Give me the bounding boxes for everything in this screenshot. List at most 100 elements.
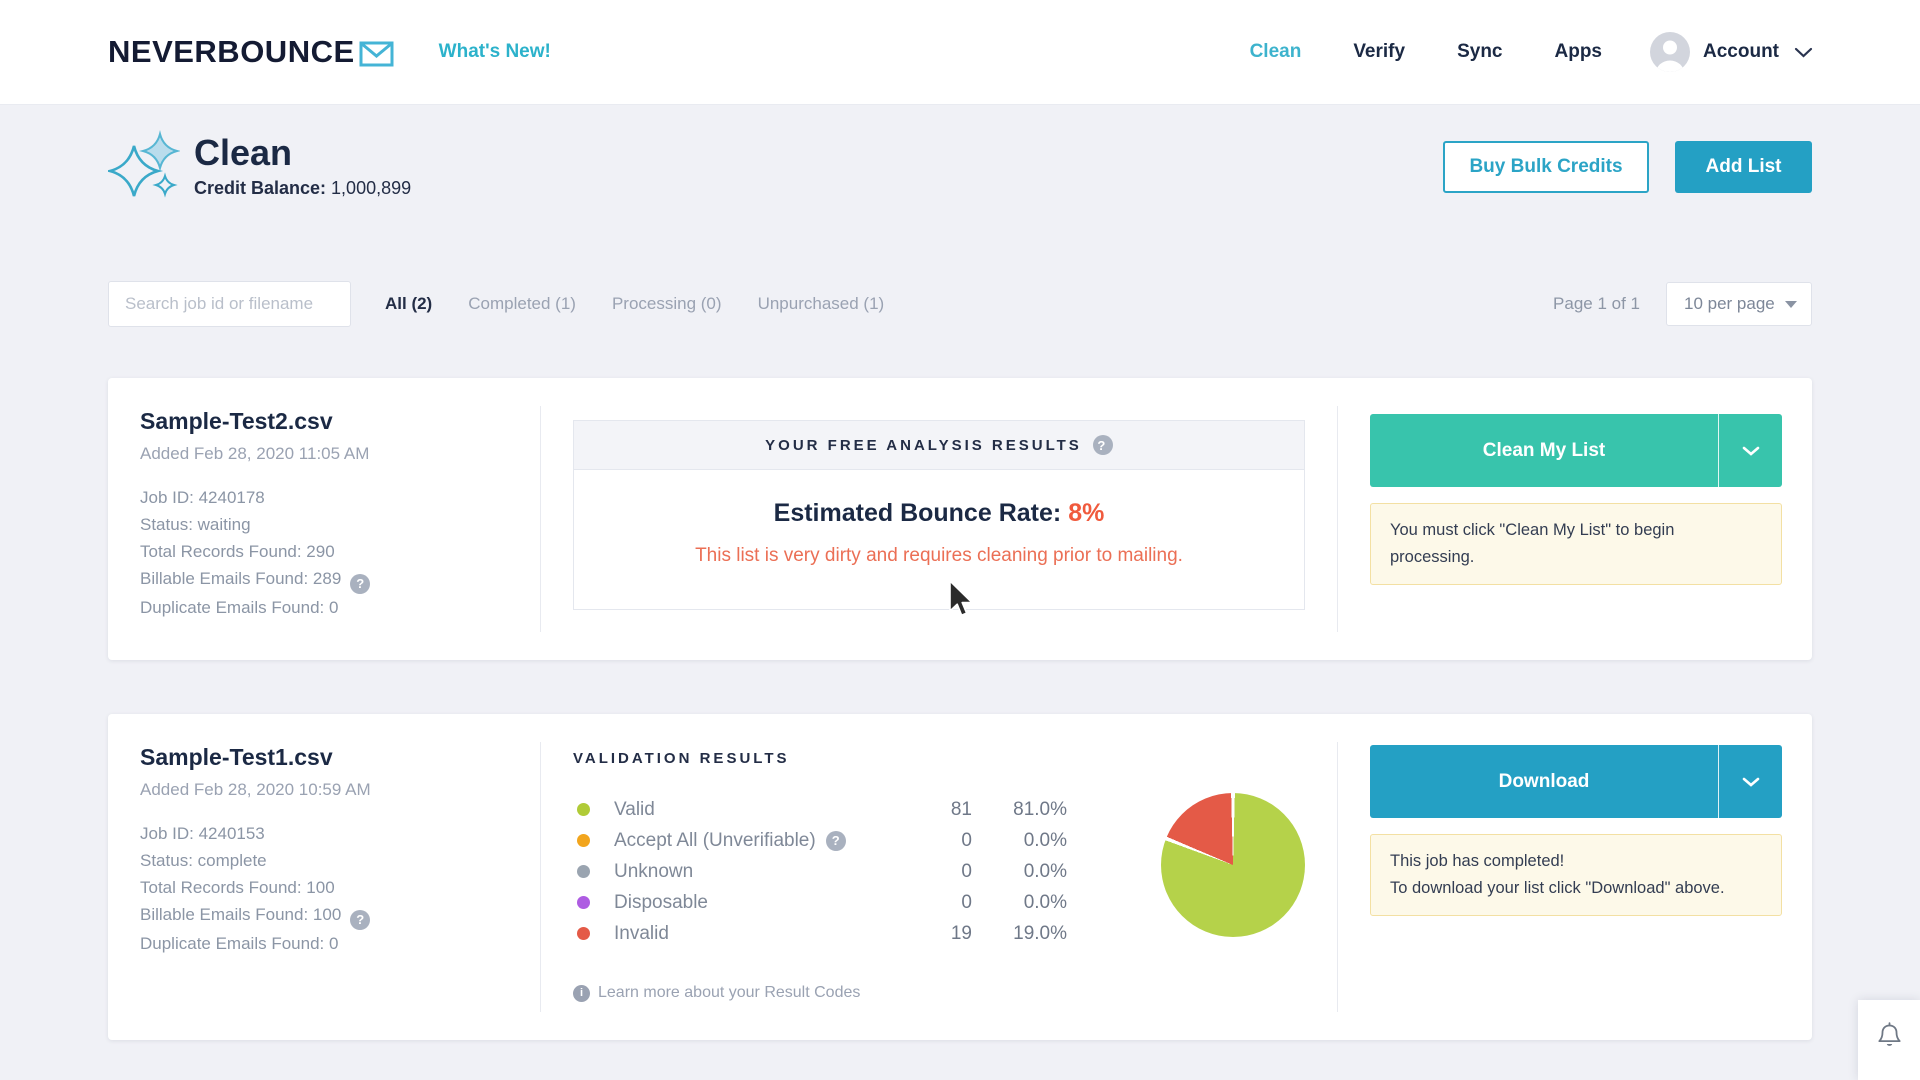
job-card-sample-test2: Sample-Test2.csv Added Feb 28, 2020 11:0… — [108, 378, 1812, 660]
bell-icon — [1876, 1022, 1903, 1080]
accept-all-dot-icon — [577, 834, 590, 847]
job-billable-emails: Billable Emails Found: 289? — [140, 565, 525, 594]
credit-balance: Credit Balance: 1,000,899 — [194, 178, 411, 199]
analysis-body: Estimated Bounce Rate: 8% This list is ve… — [574, 470, 1304, 567]
legend-count: 0 — [961, 860, 972, 882]
tab-all[interactable]: All (2) — [385, 294, 433, 313]
legend-label: Invalid — [614, 922, 669, 944]
help-icon[interactable]: ? — [1092, 435, 1113, 455]
neverbounce-logo[interactable]: NEVERBOUNCE — [108, 34, 395, 70]
bounce-rate-value: 8% — [1068, 499, 1105, 527]
job-note: You must click "Clean My List" to begin … — [1370, 503, 1782, 585]
analysis-header: YOUR FREE ANALYSIS RESULTS ? — [574, 421, 1304, 470]
job-status: Status: complete — [140, 851, 267, 870]
pie-chart — [1161, 793, 1305, 937]
job-note: This job has completed! To download your… — [1370, 834, 1782, 916]
status-tabs: All (2) Completed (1) Processing (0) Unp… — [385, 294, 884, 314]
search-input[interactable] — [108, 281, 351, 327]
note-line-1: This job has completed! — [1390, 852, 1565, 870]
divider — [540, 742, 541, 1012]
learn-more-text: Learn more about your Result Codes — [598, 984, 861, 1001]
legend-count: 19 — [950, 922, 972, 944]
divider — [1337, 406, 1338, 632]
credit-balance-value: 1,000,899 — [326, 178, 412, 199]
divider — [1337, 742, 1338, 1012]
sparkles-icon — [104, 128, 181, 205]
avatar — [1650, 32, 1690, 72]
page-title: Clean — [194, 131, 293, 173]
help-icon[interactable]: ? — [825, 830, 846, 851]
legend-row-accept-all: Accept All (Unverifiable)? 0 0.0% — [577, 825, 1067, 856]
logo-text: NEVERBOUNCE — [108, 34, 355, 69]
per-page-select[interactable]: 10 per page — [1666, 282, 1812, 326]
dirty-list-warning: This list is very dirty and requires cle… — [695, 545, 1183, 566]
legend-percent: 0.0% — [1023, 891, 1067, 913]
legend-label: Disposable — [614, 891, 708, 913]
job-total-records: Total Records Found: 100 — [140, 878, 335, 897]
legend-percent: 19.0% — [1013, 922, 1067, 944]
add-list-button[interactable]: Add List — [1675, 140, 1812, 193]
top-navbar: NEVERBOUNCE What's New! Clean Verify Syn… — [0, 0, 1920, 105]
job-added-date: Added Feb 28, 2020 11:05 AM — [140, 444, 370, 463]
page-title-block: Clean Credit Balance: 1,000,899 — [194, 131, 411, 200]
help-icon[interactable]: ? — [350, 573, 371, 594]
envelope-logo-icon — [358, 36, 395, 69]
nav-item-apps[interactable]: Apps — [1554, 41, 1603, 62]
legend-count: 0 — [961, 891, 972, 913]
legend-label: Accept All (Unverifiable) — [614, 829, 816, 851]
download-caret-button[interactable] — [1719, 745, 1782, 818]
bounce-rate-label: Estimated Bounce Rate: — [773, 499, 1062, 527]
legend-count: 0 — [961, 829, 972, 851]
tab-processing[interactable]: Processing (0) — [611, 294, 722, 313]
job-action-panel: Clean My List You must click "Clean My L… — [1370, 414, 1782, 585]
valid-dot-icon — [577, 803, 590, 816]
download-button[interactable]: Download — [1370, 745, 1719, 818]
nav-item-clean[interactable]: Clean — [1249, 41, 1302, 62]
note-line-2: To download your list click "Download" a… — [1390, 879, 1725, 897]
job-billable-emails: Billable Emails Found: 100? — [140, 901, 525, 930]
validation-legend: Valid 81 81.0% Accept All (Unverifiable)… — [577, 794, 1067, 949]
info-icon: i — [573, 984, 590, 1002]
clean-my-list-button[interactable]: Clean My List — [1370, 414, 1719, 487]
tab-completed[interactable]: Completed (1) — [468, 294, 576, 313]
job-action-panel: Download This job has completed! To down… — [1370, 745, 1782, 916]
tab-unpurchased[interactable]: Unpurchased (1) — [757, 294, 885, 313]
job-status: Status: waiting — [140, 515, 251, 534]
job-info: Sample-Test1.csv Added Feb 28, 2020 10:5… — [140, 744, 525, 957]
validation-results-header: VALIDATION RESULTS — [573, 750, 790, 767]
buy-bulk-credits-button[interactable]: Buy Bulk Credits — [1443, 140, 1649, 193]
download-split-button: Download — [1370, 745, 1782, 818]
job-filename: Sample-Test1.csv — [140, 744, 333, 770]
job-info: Sample-Test2.csv Added Feb 28, 2020 11:0… — [140, 408, 525, 621]
notifications-panel[interactable] — [1858, 1000, 1920, 1080]
legend-label: Valid — [614, 798, 655, 820]
nav-item-verify[interactable]: Verify — [1353, 41, 1406, 62]
unknown-dot-icon — [577, 865, 590, 878]
job-total-records: Total Records Found: 290 — [140, 542, 335, 561]
legend-label: Unknown — [614, 860, 694, 882]
legend-row-unknown: Unknown 0 0.0% — [577, 856, 1067, 887]
whats-new-link[interactable]: What's New! — [438, 41, 551, 62]
learn-more-link[interactable]: i Learn more about your Result Codes — [573, 984, 860, 1002]
legend-percent: 0.0% — [1023, 860, 1067, 882]
job-duplicate-emails: Duplicate Emails Found: 0 — [140, 597, 339, 617]
legend-percent: 81.0% — [1013, 798, 1067, 820]
credit-balance-label: Credit Balance: — [194, 178, 327, 199]
help-icon[interactable]: ? — [350, 909, 371, 930]
account-label: Account — [1703, 41, 1779, 62]
job-filename: Sample-Test2.csv — [140, 408, 333, 434]
job-id: Job ID: 4240178 — [140, 488, 265, 507]
dropdown-triangle-icon — [1785, 300, 1797, 308]
clean-my-list-split-button: Clean My List — [1370, 414, 1782, 487]
account-menu[interactable]: Account — [1650, 32, 1813, 72]
per-page-value: 10 per page — [1684, 294, 1775, 313]
invalid-dot-icon — [577, 927, 590, 940]
clean-my-list-caret-button[interactable] — [1719, 414, 1782, 487]
job-card-sample-test1: Sample-Test1.csv Added Feb 28, 2020 10:5… — [108, 714, 1812, 1040]
nav-links: Clean Verify Sync Apps — [1250, 41, 1602, 63]
legend-row-valid: Valid 81 81.0% — [577, 794, 1067, 825]
job-duplicate-emails: Duplicate Emails Found: 0 — [140, 933, 339, 953]
filter-bar: All (2) Completed (1) Processing (0) Unp… — [108, 281, 1812, 327]
nav-item-sync[interactable]: Sync — [1457, 41, 1503, 62]
